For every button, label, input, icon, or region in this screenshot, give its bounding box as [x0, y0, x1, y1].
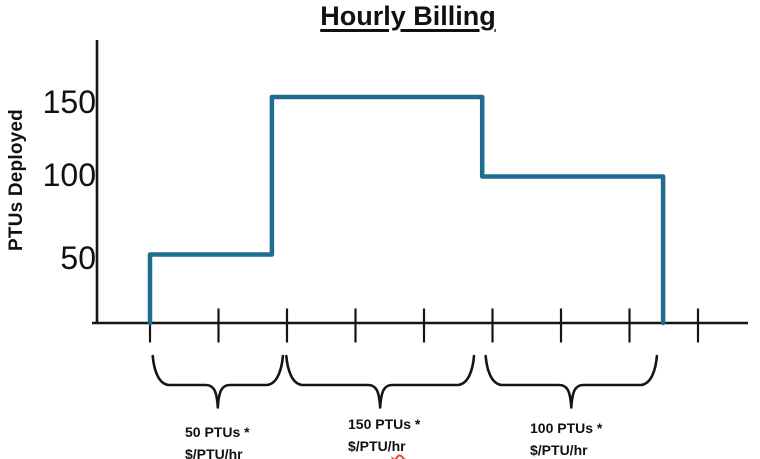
brace-1	[285, 354, 476, 409]
segment-label-line1: 100 PTUs *	[530, 420, 603, 436]
segment-label-line2: $/PTU/hr	[185, 446, 243, 459]
segment-label-line2: $/PTU/hr	[530, 442, 588, 458]
brace-2	[484, 354, 659, 409]
y-tick-label-100: 100	[42, 157, 96, 193]
y-tick-label-150: 150	[42, 84, 96, 120]
spellcheck-squiggle: hr	[391, 438, 406, 454]
segment-label-100ptu: 100 PTUs * $/PTU/hr	[530, 417, 602, 459]
step-line	[147, 94, 666, 326]
page-title: Hourly Billing	[320, 1, 496, 31]
segment-label-150ptu: 150 PTUs * $/PTU/hr	[348, 413, 420, 457]
segment-label-line1: 150 PTUs *	[348, 416, 421, 432]
y-tick-label-50: 50	[60, 240, 96, 276]
segment-label-50ptu: 50 PTUs * $/PTU/hr	[185, 421, 250, 459]
segment-label-line1: 50 PTUs *	[185, 424, 250, 440]
segment-label-line2: $/PTU/hr	[348, 438, 406, 454]
brace-0	[151, 354, 285, 409]
